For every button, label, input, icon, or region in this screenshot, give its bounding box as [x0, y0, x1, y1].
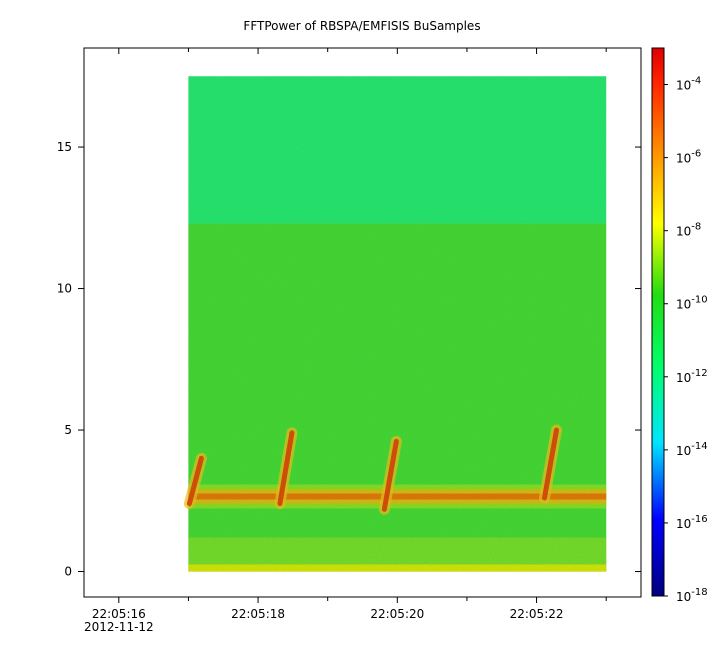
colorbar-tick-label: 10-10	[676, 295, 708, 312]
x-date-label: 2012-11-12	[84, 620, 154, 634]
x-tick-label: 22:05:22	[510, 607, 564, 621]
y-axis: 0 5 10 15	[57, 140, 641, 579]
x-tick-label: 22:05:18	[231, 607, 285, 621]
y-tick-label: 15	[57, 140, 72, 154]
noise-texture	[188, 76, 607, 572]
colorbar	[651, 47, 665, 597]
colorbar-tick-label: 10-4	[676, 76, 701, 93]
colorbar-tick-label: 10-14	[676, 441, 708, 458]
colorbar-tick-label: 10-8	[676, 222, 701, 239]
x-axis: 22:05:16 22:05:18 22:05:20 22:05:22 2012-11-…	[84, 48, 607, 634]
spectrogram-image	[183, 76, 607, 572]
chart-title: FFTPower of RBSPA/EMFISIS BuSamples	[243, 19, 480, 33]
colorbar-tick-label: 10-12	[676, 368, 708, 385]
colorbar-axis: 10-4 10-6 10-8 10-10 10-12 10-14 10-16 10-18	[664, 76, 708, 604]
colorbar-tick-label: 10-16	[676, 514, 708, 531]
colorbar-tick-label: 10-18	[676, 587, 708, 604]
y-tick-label: 0	[64, 565, 72, 579]
y-tick-label: 5	[64, 423, 72, 437]
colorbar-tick-label: 10-6	[676, 149, 701, 166]
y-tick-label: 10	[57, 282, 72, 296]
x-tick-label: 22:05:16	[92, 607, 146, 621]
x-tick-label: 22:05:20	[370, 607, 424, 621]
